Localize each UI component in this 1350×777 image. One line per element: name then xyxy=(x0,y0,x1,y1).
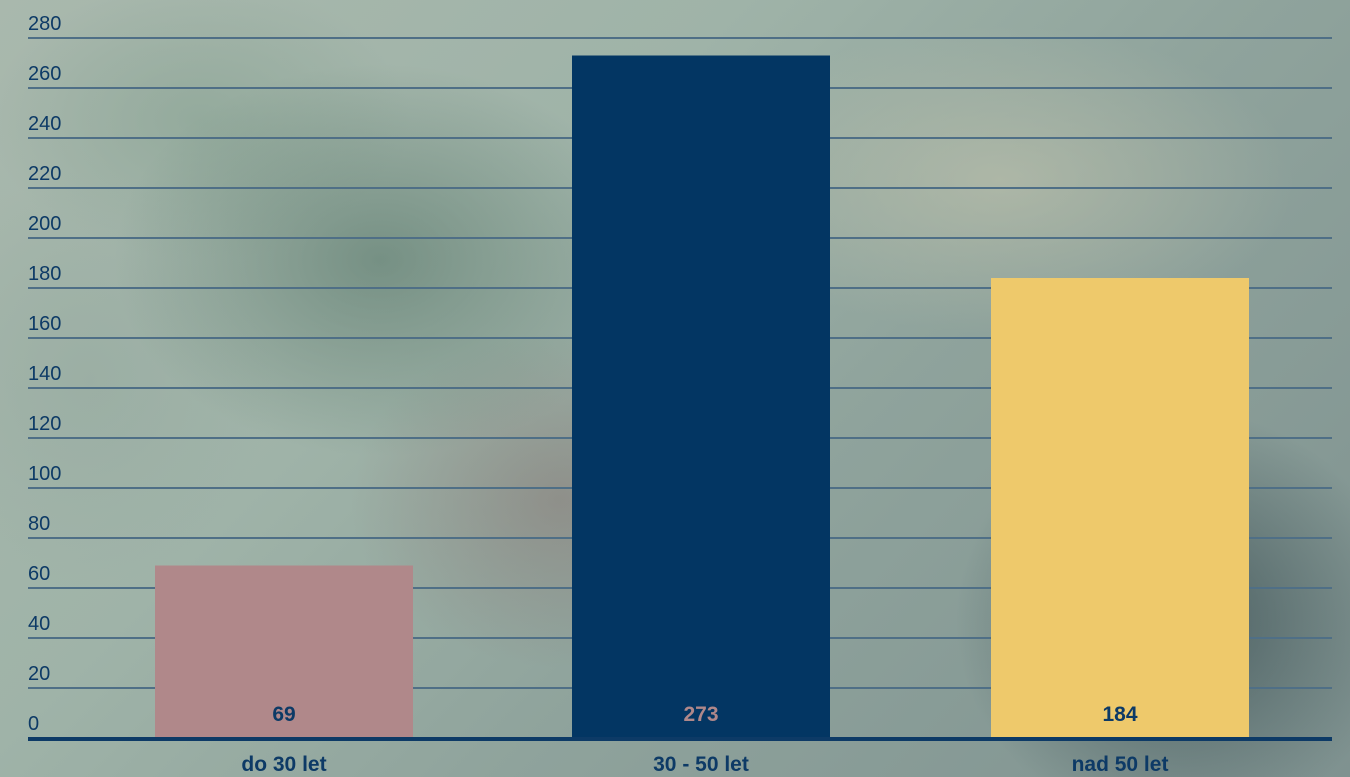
y-tick-label: 0 xyxy=(28,713,39,735)
bar-1 xyxy=(155,565,413,738)
y-tick-label: 280 xyxy=(28,13,61,35)
category-label-3: nad 50 let xyxy=(1072,753,1169,776)
y-tick-label: 120 xyxy=(28,413,61,435)
y-tick-label: 100 xyxy=(28,463,61,485)
bar-3 xyxy=(991,278,1249,738)
y-tick-label: 220 xyxy=(28,163,61,185)
y-tick-label: 260 xyxy=(28,63,61,85)
y-tick-label: 20 xyxy=(28,663,50,685)
bar-2 xyxy=(572,55,830,738)
y-tick-label: 40 xyxy=(28,613,50,635)
y-tick-label: 160 xyxy=(28,313,61,335)
y-tick-label: 240 xyxy=(28,113,61,135)
data-label-3: 184 xyxy=(1102,703,1137,726)
x-axis-category-labels: do 30 let 30 - 50 let nad 50 let xyxy=(241,753,1168,776)
y-tick-label: 140 xyxy=(28,363,61,385)
y-tick-label: 180 xyxy=(28,263,61,285)
data-label-2: 273 xyxy=(683,703,718,726)
y-tick-label: 80 xyxy=(28,513,50,535)
bars xyxy=(155,55,1249,738)
y-tick-label: 200 xyxy=(28,213,61,235)
y-tick-label: 60 xyxy=(28,563,50,585)
category-label-2: 30 - 50 let xyxy=(653,753,749,776)
data-label-1: 69 xyxy=(272,703,295,726)
category-label-1: do 30 let xyxy=(241,753,326,776)
data-labels: 69 273 184 xyxy=(272,703,1138,726)
y-axis-tick-labels: 0 20 40 60 80 100 120 140 160 180 200 220 240 260 280 xyxy=(28,13,61,735)
